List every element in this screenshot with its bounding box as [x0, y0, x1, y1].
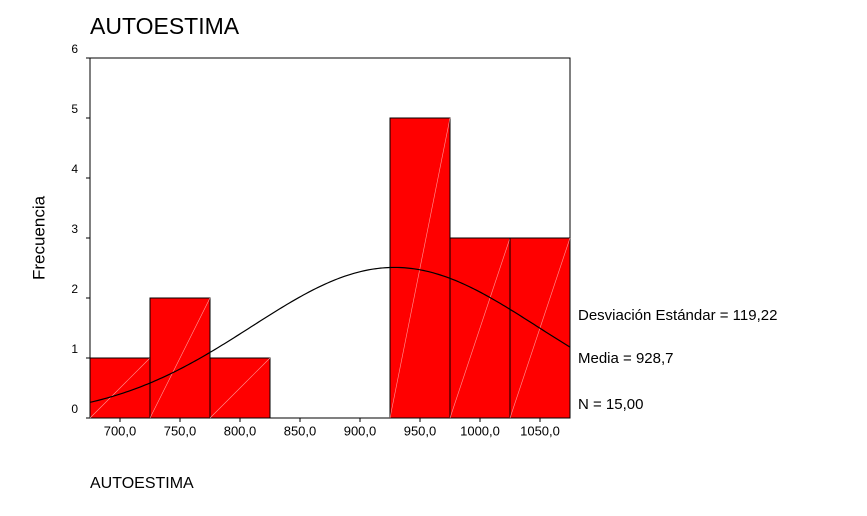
- annotation: N = 15,00: [578, 396, 643, 413]
- bar-hatch: [89, 357, 151, 419]
- y-tick-label: 6: [71, 42, 78, 56]
- y-axis-label: Frecuencia: [29, 195, 48, 280]
- x-tick-label: 1000,0: [460, 423, 500, 438]
- bar-hatch: [449, 237, 511, 419]
- bar-hatch: [209, 357, 271, 419]
- y-tick-label: 1: [71, 342, 78, 356]
- x-tick-label: 700,0: [104, 423, 137, 438]
- bar-hatch: [149, 297, 211, 419]
- y-tick-label: 4: [71, 162, 78, 176]
- x-tick-label: 850,0: [284, 423, 317, 438]
- y-tick-label: 2: [71, 282, 78, 296]
- y-tick-label: 3: [71, 222, 78, 236]
- x-tick-label: 750,0: [164, 423, 197, 438]
- annotation: Desviación Estándar = 119,22: [578, 307, 777, 324]
- y-tick-label: 5: [71, 102, 78, 116]
- normal-curve: [89, 266, 571, 403]
- y-tick-label: 0: [71, 402, 78, 416]
- x-tick-label: 950,0: [404, 423, 437, 438]
- x-tick-label: 800,0: [224, 423, 257, 438]
- x-tick-label: 1050,0: [520, 423, 560, 438]
- chart-title: AUTOESTIMA: [90, 13, 240, 39]
- bar-hatch: [389, 117, 451, 419]
- x-axis-label: AUTOESTIMA: [90, 475, 194, 492]
- x-tick-label: 900,0: [344, 423, 377, 438]
- annotation: Media = 928,7: [578, 350, 674, 367]
